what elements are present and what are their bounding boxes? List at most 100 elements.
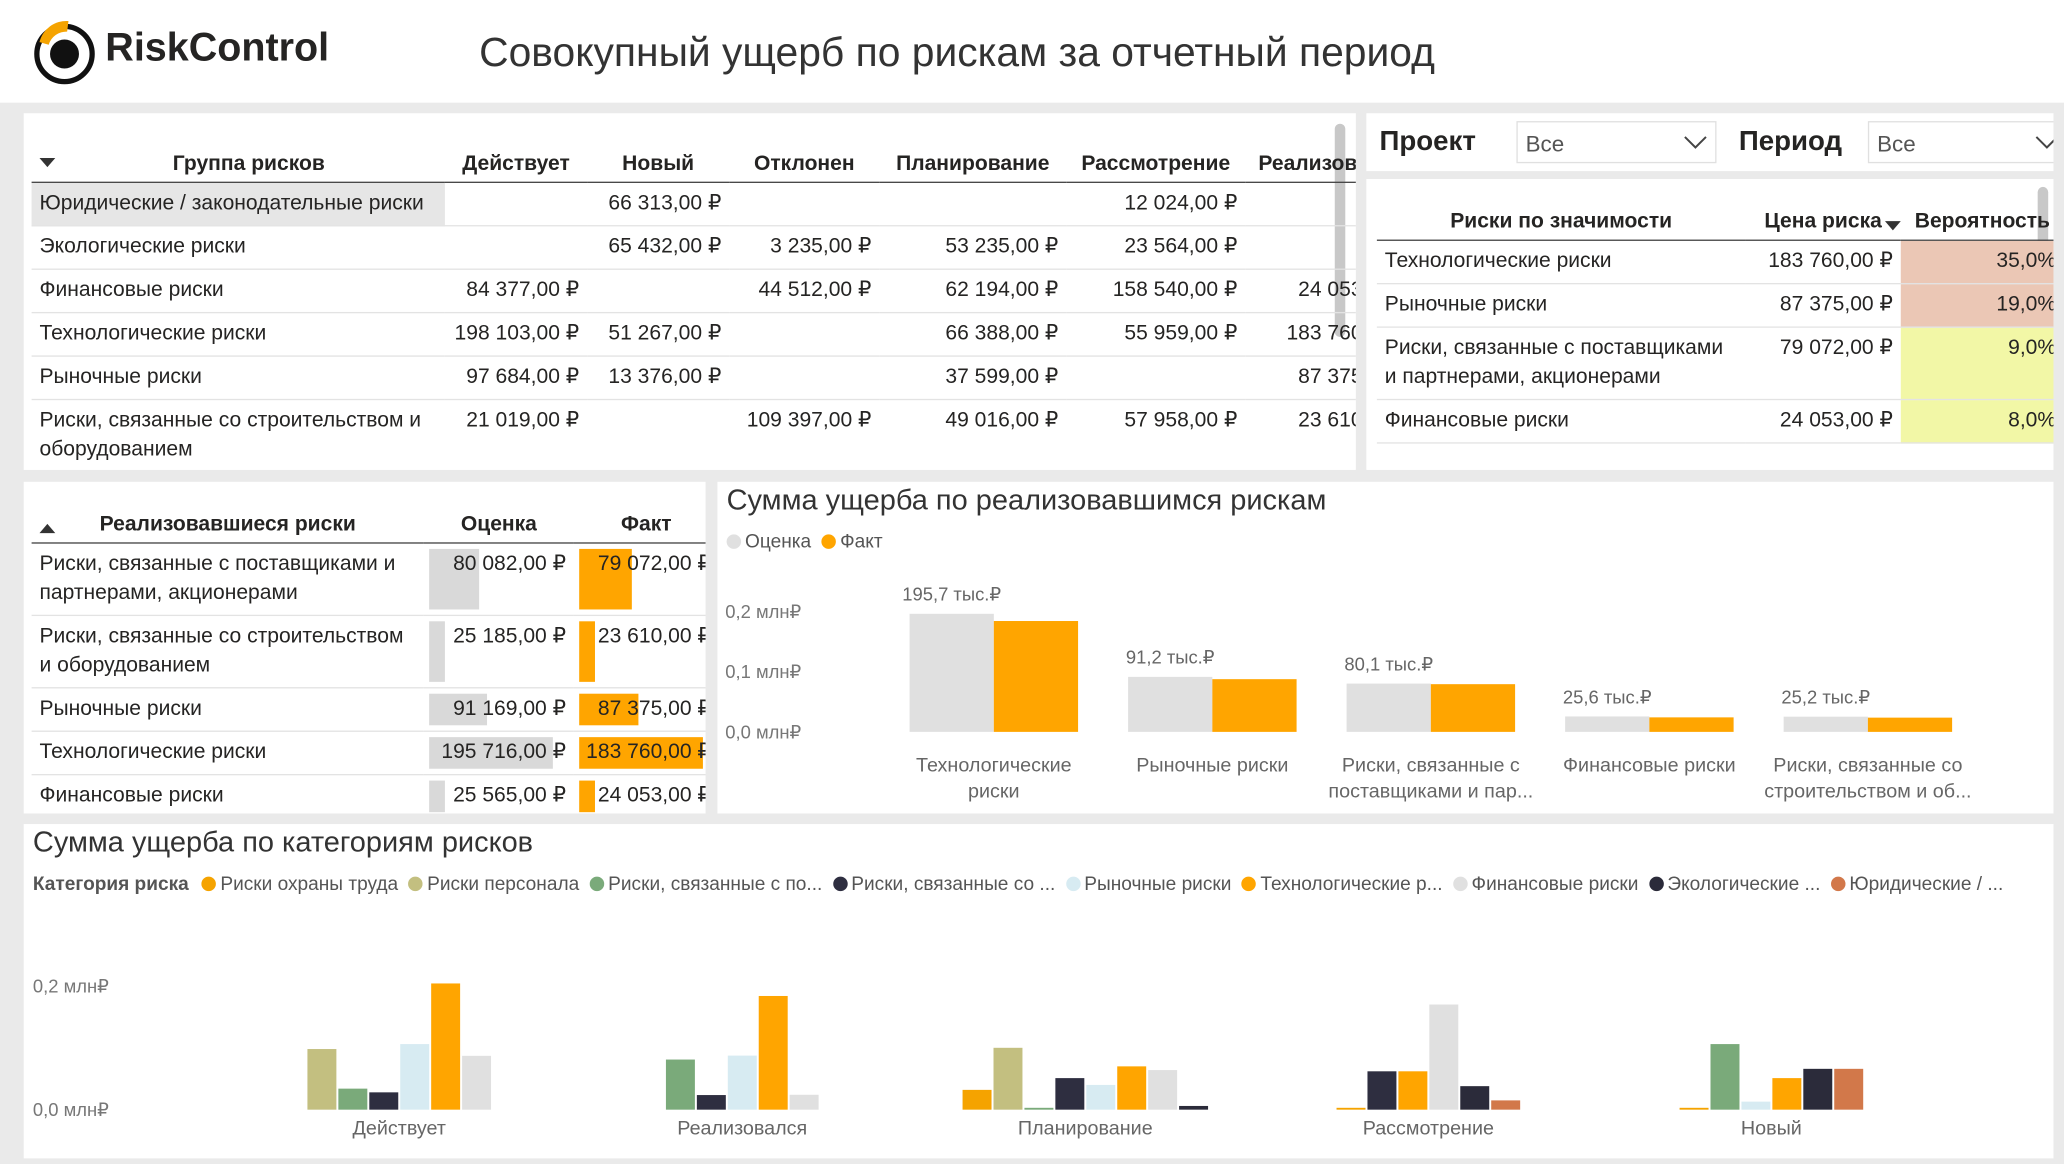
filter-label: Период: [1738, 126, 1843, 157]
bar: [1055, 1078, 1085, 1110]
y-tick-label: 0,1 млн₽: [725, 661, 801, 682]
filter-label: Проект: [1379, 126, 1476, 157]
bar: [1679, 1107, 1709, 1110]
value-cell: 158 540,00 ₽: [1066, 269, 1246, 314]
value-label: 183 760,00 ₽: [586, 741, 706, 764]
name-cell: Технологические риски: [31, 731, 424, 776]
legend-item: Рыночные риски: [1065, 874, 1232, 896]
bar-cell: 23 610,00 ₽: [573, 615, 706, 689]
table-row: Юридические / законодательные риски 66 31…: [31, 182, 1356, 227]
plot: 0,0 млн₽ 0,1 млн₽ 0,2 млн₽ 195,7 тыс.₽ 91,2 …: [725, 584, 1953, 742]
column-header: Реализовавшиеся риски: [31, 487, 424, 544]
data-label: 80,1 тыс.₽: [1344, 653, 1433, 674]
legend-dot: [1830, 876, 1846, 892]
data-bar: [579, 693, 639, 726]
legend-dot: [408, 876, 424, 892]
bar: [1772, 1078, 1802, 1110]
chart-panel: Сумма ущерба по категориям рисков Категор…: [23, 824, 2054, 1159]
value-cell: 37 599,00 ₽: [879, 356, 1067, 401]
name-cell: Риски, связанные со строительством и обо…: [31, 615, 424, 689]
x-tick-label: Реализовался: [677, 1117, 808, 1140]
column-header: Действует: [444, 121, 588, 183]
bar: [369, 1092, 399, 1110]
value-cell: 87 375,00 ₽: [1245, 356, 1356, 401]
value-cell: [587, 399, 730, 470]
value-label: 79 072,00 ₽: [597, 552, 706, 576]
legend-item: Риски персонала: [408, 874, 580, 896]
value-label: 24 053,00 ₽: [597, 784, 706, 807]
bar: [1179, 1105, 1209, 1110]
value-cell: 66 313,00 ₽: [587, 182, 730, 227]
risk-table-panel: Группа рисков Действует Новый Отклонен Плани…: [23, 113, 1356, 470]
value-cell: [729, 356, 880, 401]
legend-dot: [1453, 876, 1468, 892]
table-row: Риски, связанные со строительством и обо…: [31, 399, 1356, 470]
bar: [1430, 684, 1516, 732]
header-row: Группа рисков Действует Новый Отклонен Плани…: [31, 121, 1356, 183]
chart-panel: Сумма ущерба по реализовавшимся рискам Оц…: [717, 481, 2054, 814]
bar: [1565, 716, 1650, 732]
chart-title: Сумма ущерба по категориям рисков: [32, 825, 534, 859]
value-cell: 57 958,00 ₽: [1066, 399, 1246, 470]
y-tick-label: 0,2 млн₽: [725, 601, 801, 622]
bar: [727, 1055, 757, 1110]
legend-item: Финансовые риски: [1453, 874, 1638, 895]
legend-label: Экологические ...: [1667, 874, 1821, 896]
data-bar: [579, 737, 703, 769]
bar: [1491, 1100, 1521, 1110]
name-cell: Рыночные риски: [31, 356, 445, 401]
legend-item: Риски, связанные со ...: [832, 874, 1055, 895]
value-cell: 84 377,00 ₽: [444, 269, 588, 314]
name-cell: Технологические риски: [31, 312, 445, 357]
value-cell: [729, 182, 880, 227]
legend-label: Риски персонала: [427, 874, 580, 896]
realized-table-panel: Реализовавшиеся риски Оценка Факт Риски, св…: [23, 481, 706, 814]
legend-dot: [1065, 876, 1081, 892]
bar-cell: 91 169,00 ₽: [423, 687, 574, 732]
value-cell: 65 432,00 ₽: [587, 225, 730, 270]
x-tick-label: Рассмотрение: [1362, 1117, 1494, 1140]
legend-label: Технологические р...: [1260, 874, 1443, 896]
bar: [1128, 676, 1213, 732]
legend: Категория риска Риски охраны труда Риски п…: [33, 874, 2014, 895]
probability-cell: 35,0%: [1900, 240, 2054, 285]
chevron: [2035, 136, 2054, 149]
value-cell: [729, 312, 880, 357]
name-cell: Риски, связанные с поставщиками и партне…: [31, 542, 424, 617]
column-header: Риски по значимости: [1376, 184, 1746, 241]
bar: [307, 1049, 337, 1110]
dropdown[interactable]: Все: [1516, 121, 1717, 164]
value-cell: 24 053,00 ₽: [1745, 399, 1901, 444]
bar: [1867, 717, 1953, 732]
bar: [665, 1059, 695, 1110]
value-cell: 3 235,00 ₽: [729, 225, 880, 270]
name-cell: Финансовые риски: [31, 269, 445, 314]
legend-dot: [201, 876, 217, 892]
bar: [962, 1089, 992, 1110]
y-tick-label: 0,2 млн₽: [33, 976, 109, 997]
value-cell: 97 684,00 ₽: [444, 356, 588, 401]
bar: [462, 1055, 492, 1110]
legend-label: Рыночные риски: [1084, 874, 1232, 896]
dropdown-value: Все: [1877, 131, 1916, 157]
x-tick-label: Рыночные риски: [1136, 754, 1289, 777]
x-tick-label: Действует: [352, 1117, 446, 1140]
value-cell: [1245, 225, 1356, 270]
x-tick-label: Планирование: [1017, 1117, 1153, 1140]
bar-cell: 24 053,00 ₽: [573, 774, 706, 814]
bar-cell: 25 565,00 ₽: [423, 774, 574, 814]
legend-item: Факт: [821, 531, 883, 553]
dropdown[interactable]: Все: [1867, 121, 2054, 164]
value-cell: 49 016,00 ₽: [879, 399, 1067, 470]
name-cell: Рыночные риски: [31, 687, 424, 732]
table-row: Экологические риски 65 432,00 ₽3 235,00 ₽…: [31, 225, 1356, 270]
bar: [1367, 1071, 1397, 1110]
name-cell: Финансовые риски: [31, 774, 424, 814]
column-header: Оценка: [423, 487, 574, 544]
data-bar: [429, 621, 446, 682]
chart-title: Сумма ущерба по реализовавшимся рискам: [726, 483, 1327, 517]
value-cell: 109 397,00 ₽: [729, 399, 880, 470]
data-bar: [579, 780, 596, 813]
column-header: Новый: [587, 121, 730, 183]
legend-label: Факт: [840, 531, 883, 553]
